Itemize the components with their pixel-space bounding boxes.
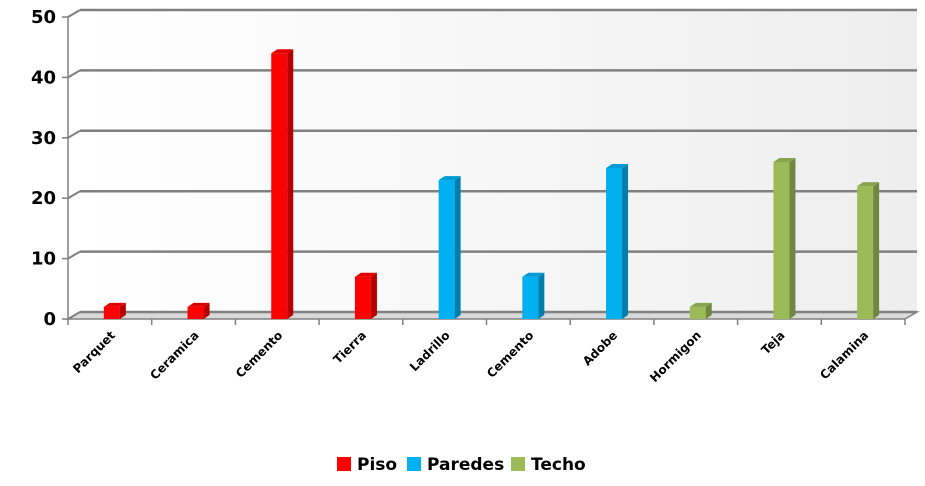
x-tick-label: Adobe — [580, 328, 620, 368]
side-wall-gridline — [67, 129, 81, 139]
bar-front — [522, 276, 539, 319]
legend: Piso Paredes Techo — [337, 455, 586, 475]
bar-top — [187, 302, 210, 307]
bar-piso — [354, 272, 377, 319]
bar-top — [773, 157, 796, 162]
bar-side — [370, 272, 377, 319]
y-tick-label: 50 — [31, 7, 56, 28]
y-tick-label: 40 — [31, 67, 56, 88]
x-tick-labels: Parquet Ceramica Cemento Tierra Ladrillo Ceme… — [70, 328, 871, 385]
legend-item-techo: Techo — [511, 455, 586, 475]
bar-side — [287, 49, 294, 320]
bar-piso — [187, 302, 210, 319]
y-tick-label: 20 — [31, 188, 56, 209]
bar-front — [438, 180, 455, 319]
bar-front — [271, 53, 288, 320]
bar-top — [522, 272, 545, 277]
legend-swatch — [407, 457, 421, 471]
bars — [103, 49, 880, 320]
x-tick-label: Cemento — [233, 328, 285, 380]
bar-side — [119, 302, 126, 319]
bar-piso — [271, 49, 294, 320]
bar-side — [454, 176, 461, 319]
bar-paredes — [522, 272, 545, 319]
side-wall-gridline — [67, 250, 81, 260]
bar-top — [857, 182, 880, 187]
legend-item-paredes: Paredes — [407, 455, 504, 475]
bar-top — [271, 49, 294, 54]
bar-front — [187, 306, 204, 319]
x-tick-label: Cemento — [484, 328, 536, 380]
x-tick-label: Ceramica — [147, 328, 201, 382]
bar-techo — [773, 157, 796, 319]
x-tick-label: Parquet — [70, 328, 118, 376]
legend-swatch — [337, 457, 351, 471]
y-tick-labels: 0 10 20 30 40 50 — [31, 7, 56, 330]
bar-front — [857, 186, 874, 319]
bar-piso — [103, 302, 126, 319]
x-tick-label: Hormigon — [647, 328, 704, 385]
legend-item-piso: Piso — [337, 455, 397, 475]
bar-side — [622, 164, 629, 319]
y-tick-label: 10 — [31, 249, 56, 270]
x-tick-label: Ladrillo — [407, 328, 453, 374]
legend-label: Techo — [531, 455, 586, 475]
legend-swatch — [511, 457, 525, 471]
bar-front — [689, 306, 706, 319]
bar-side — [203, 302, 210, 319]
bar-top — [438, 176, 461, 181]
bar-paredes — [438, 176, 461, 319]
x-tick-label: Teja — [759, 328, 788, 357]
bar-techo — [689, 302, 712, 319]
bar-paredes — [606, 164, 629, 319]
legend-label: Paredes — [427, 455, 504, 475]
bar-top — [689, 302, 712, 307]
x-tick-label: Calamina — [817, 328, 871, 382]
side-wall-gridline — [67, 9, 81, 18]
side-wall-gridline — [67, 69, 81, 79]
bar-side — [873, 182, 880, 319]
bar-side — [789, 157, 796, 319]
bar-front — [773, 161, 790, 319]
y-tick-label: 30 — [31, 128, 56, 149]
side-wall-gridline — [67, 311, 81, 320]
bar-top — [606, 164, 629, 168]
side-wall-gridline — [67, 190, 81, 200]
bar-techo — [857, 182, 880, 319]
bar-front — [354, 276, 371, 319]
bar-side — [538, 272, 545, 319]
x-tick-label: Tierra — [331, 328, 369, 366]
bar-side — [705, 302, 712, 319]
bar-front — [606, 168, 623, 319]
bar-front — [103, 306, 120, 319]
bar-top — [103, 302, 126, 307]
y-tick-label: 0 — [43, 309, 56, 330]
bar-top — [354, 272, 377, 277]
legend-label: Piso — [357, 455, 397, 475]
